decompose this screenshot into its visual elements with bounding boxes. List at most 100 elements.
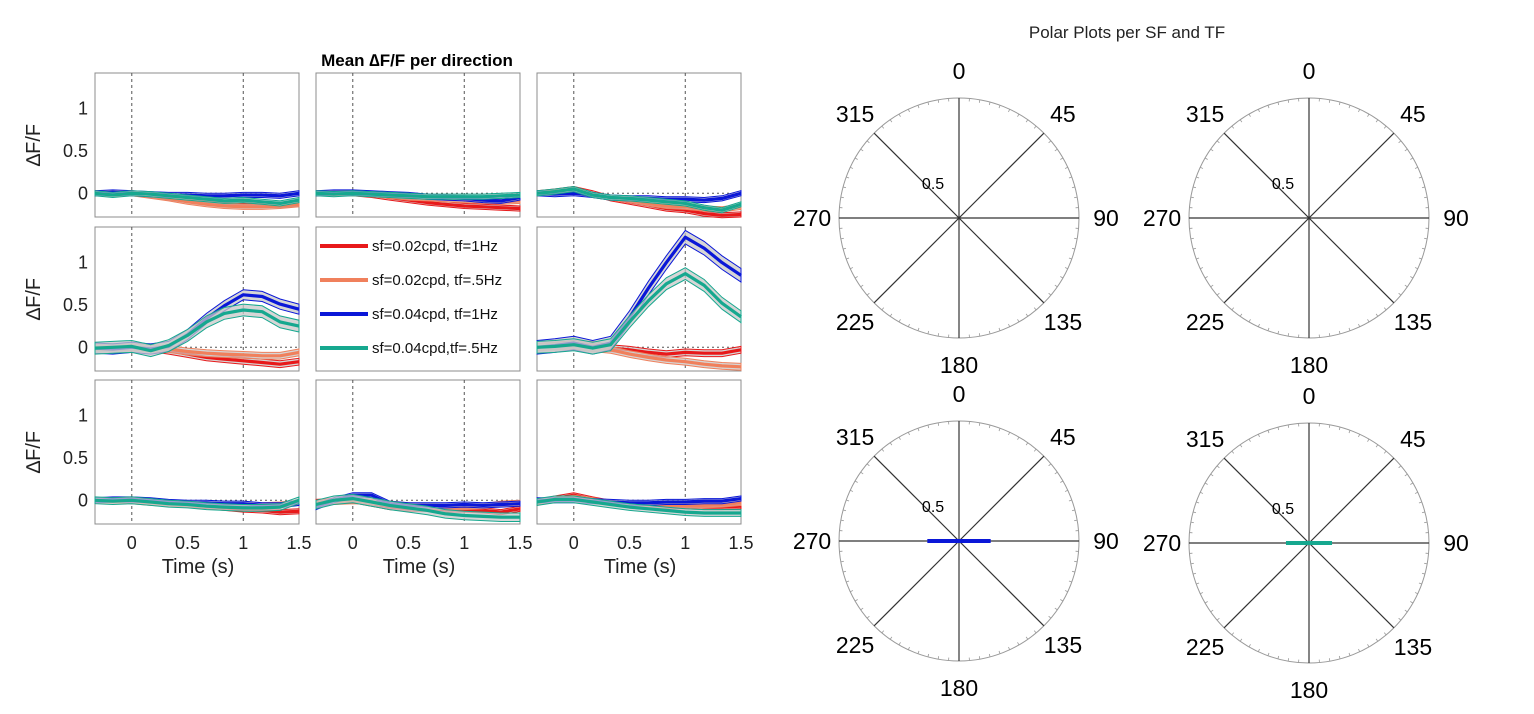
polar-angle-label: 270: [793, 528, 831, 554]
polar-minor-tick: [898, 436, 901, 440]
x-tick-label: 0.5: [617, 533, 642, 553]
x-tick-label: 1.5: [286, 533, 311, 553]
polar-minor-tick: [1008, 109, 1011, 113]
polar-minor-tick: [1267, 652, 1270, 656]
series-line-sf004-tf05: [94, 191, 300, 205]
polar-minor-tick: [1404, 284, 1408, 288]
polar-minor-tick: [1196, 501, 1200, 504]
polar-minor-tick: [854, 480, 858, 483]
polar-angle-label: 270: [1143, 205, 1181, 231]
polar-minor-tick: [1424, 562, 1428, 565]
polar-minor-tick: [1071, 570, 1076, 573]
polar-spoke: [873, 217, 960, 304]
polar-minor-tick: [1068, 499, 1072, 502]
polar-minor-tick: [1054, 607, 1058, 611]
polar-minor-tick: [1071, 509, 1076, 512]
polar-minor-tick: [1421, 186, 1426, 189]
polar-minor-tick: [1196, 176, 1200, 179]
polar-minor-tick: [907, 646, 910, 650]
polar-minor-tick: [866, 140, 870, 144]
polar-minor-tick: [1375, 313, 1379, 317]
polar-minor-tick: [1196, 582, 1200, 585]
polar-grid: 0 45 90 135 180 225 270 315 0.5 0 45 90 135 180 225 270…: [793, 58, 1469, 703]
trace-panel-r0c1: [315, 72, 521, 218]
trace-panel-r2c1: 0 0.5 1 1.5 Time (s): [315, 379, 533, 578]
polar-minor-tick: [1418, 257, 1422, 260]
polar-minor-tick: [937, 422, 940, 426]
polar-minor-tick: [1200, 267, 1204, 270]
polar-minor-tick: [881, 630, 885, 634]
polar-angle-label: 90: [1443, 205, 1469, 231]
polar-minor-tick: [846, 257, 850, 260]
polar-minor-tick: [937, 656, 940, 660]
polar-spoke: [873, 455, 960, 542]
polar-minor-tick: [1204, 276, 1208, 279]
polar-minor-tick: [927, 424, 930, 429]
polar-minor-tick: [1248, 438, 1251, 442]
polar-minor-tick: [988, 424, 991, 429]
polar-angle-label: 315: [1186, 101, 1224, 127]
polar-minor-tick: [1200, 491, 1204, 494]
polar-minor-tick: [1192, 186, 1197, 189]
polar-spoke: [1223, 457, 1310, 544]
polar-minor-tick: [1383, 125, 1387, 129]
polar-minor-tick: [1060, 276, 1064, 279]
polar-minor-tick: [1060, 157, 1064, 160]
polar-spoke: [1308, 217, 1395, 304]
polar-minor-tick: [1074, 196, 1078, 199]
polar-minor-tick: [1418, 176, 1422, 179]
polar-minor-tick: [1398, 465, 1402, 469]
polar-spoke: [1223, 132, 1310, 219]
polar-spoke: [958, 540, 1045, 627]
polar-minor-tick: [881, 307, 885, 311]
x-axis-label: Time (s): [383, 556, 456, 578]
polar-minor-tick: [1210, 148, 1214, 152]
polar-minor-tick: [1328, 424, 1331, 428]
polar-minor-tick: [1287, 424, 1290, 428]
polar-minor-tick: [850, 166, 854, 169]
x-tick-label: 0: [569, 533, 579, 553]
polar-minor-tick: [854, 276, 858, 279]
polar-minor-tick: [1248, 113, 1251, 117]
y-axis-label: ∆F/F: [23, 431, 45, 473]
polar-minor-tick: [1071, 186, 1076, 189]
polar-minor-tick: [1060, 599, 1064, 602]
polar-minor-tick: [1328, 333, 1331, 337]
polar-minor-tick: [1210, 284, 1214, 288]
polar-minor-tick: [846, 176, 850, 179]
polar-minor-tick: [1358, 648, 1361, 652]
polar-spoke: [1308, 132, 1395, 219]
polar-minor-tick: [1060, 480, 1064, 483]
polar-title: Polar Plots per SF and TF: [1029, 23, 1225, 42]
polar-minor-tick: [1414, 592, 1418, 595]
polar-minor-tick: [1375, 119, 1379, 123]
polar-minor-tick: [846, 580, 850, 583]
polar-minor-tick: [1190, 521, 1194, 524]
polar-plot-r0c0: 0 45 90 135 180 225 270 315 0.5: [793, 58, 1119, 378]
polar-angle-label: 45: [1050, 424, 1076, 450]
polar-angle-label: 90: [1093, 528, 1119, 554]
polar-minor-tick: [1375, 638, 1379, 642]
polar-r-tick-label: 0.5: [922, 176, 944, 193]
polar-minor-tick: [850, 590, 854, 593]
polar-spoke: [873, 540, 960, 627]
polar-minor-tick: [1338, 655, 1341, 660]
polar-minor-tick: [1367, 438, 1370, 442]
polar-angle-label: 180: [940, 675, 978, 701]
trace-panel-r2c2: 0 0.5 1 1.5 Time (s): [536, 379, 754, 578]
polar-minor-tick: [907, 432, 910, 436]
y-tick-label: 0.5: [63, 448, 88, 468]
polar-plot-r1c1: 0 45 90 135 180 225 270 315 0.5: [1143, 383, 1469, 703]
polar-minor-tick: [998, 650, 1001, 654]
polar-minor-tick: [1418, 501, 1422, 504]
polar-minor-tick: [840, 237, 844, 240]
polar-minor-tick: [842, 186, 847, 189]
trace-panel-r2c0: 0 0.5 1 ∆F/F 0 0.5 1 1.5 Time (s): [23, 379, 312, 578]
polar-minor-tick: [1383, 307, 1387, 311]
polar-r-tick-label: 0.5: [1272, 501, 1294, 518]
polar-angle-label: 225: [836, 632, 874, 658]
polar-minor-tick: [1192, 247, 1197, 250]
polar-minor-tick: [1277, 426, 1280, 431]
polar-minor-tick: [889, 636, 893, 640]
series-line-sf004-tf05: [315, 191, 521, 199]
